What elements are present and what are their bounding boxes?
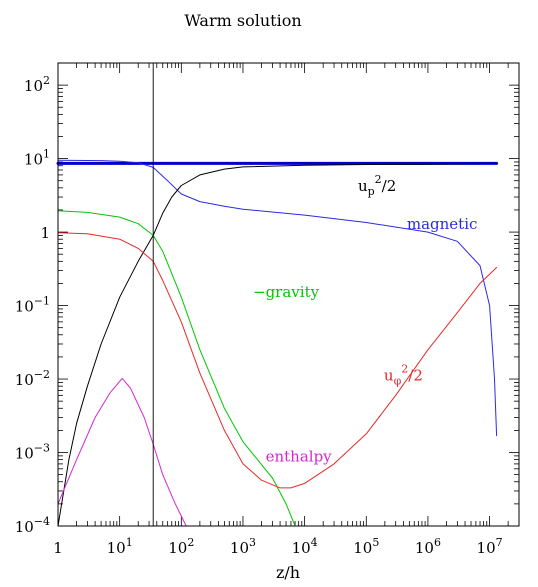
series-line-magnetic <box>57 159 498 437</box>
x-tick-label: 101 <box>107 536 133 557</box>
y-tick-label: 101 <box>24 148 50 169</box>
annotation-up: up2/2 <box>358 173 396 198</box>
x-tick-label: 102 <box>168 536 194 557</box>
x-tick-label: 1 <box>53 539 63 557</box>
series-layer <box>56 159 499 527</box>
annotation-uphi: uφ2/2 <box>384 363 423 388</box>
series-line-up <box>57 162 498 527</box>
annotation-gravity: −gravity <box>253 283 320 301</box>
y-tick-label: 102 <box>24 74 50 95</box>
x-tick-label: 107 <box>477 536 503 557</box>
series-line-enthalpy <box>57 377 187 527</box>
y-tick-label: 10−3 <box>15 442 50 463</box>
x-tick-label: 103 <box>230 536 256 557</box>
y-tick-label: 10−2 <box>15 368 50 389</box>
y-tick-label: 10−4 <box>15 515 50 536</box>
y-axis-labels: 102 101 1 10−1 10−2 10−3 10−4 <box>15 74 50 536</box>
x-tick-label: 106 <box>415 536 441 557</box>
chart-title: Warm solution <box>184 11 301 30</box>
annotation-enthalpy: enthalpy <box>266 448 333 466</box>
x-axis-title: z/h <box>276 563 300 582</box>
x-tick-label: 104 <box>292 536 318 557</box>
annotation-magnetic: magnetic <box>407 215 478 233</box>
plot-frame <box>57 62 520 527</box>
annotations-layer: up2/2 magnetic −gravity uφ2/2 enthalpy <box>253 173 477 465</box>
y-tick-label: 10−1 <box>15 295 50 316</box>
y-tick-label: 1 <box>40 224 50 242</box>
series-line-uphi <box>57 232 498 489</box>
series-line-gravity <box>57 210 296 527</box>
x-axis-labels: 1 101 102 103 104 105 106 107 <box>53 536 502 557</box>
x-tick-label: 105 <box>353 536 379 557</box>
